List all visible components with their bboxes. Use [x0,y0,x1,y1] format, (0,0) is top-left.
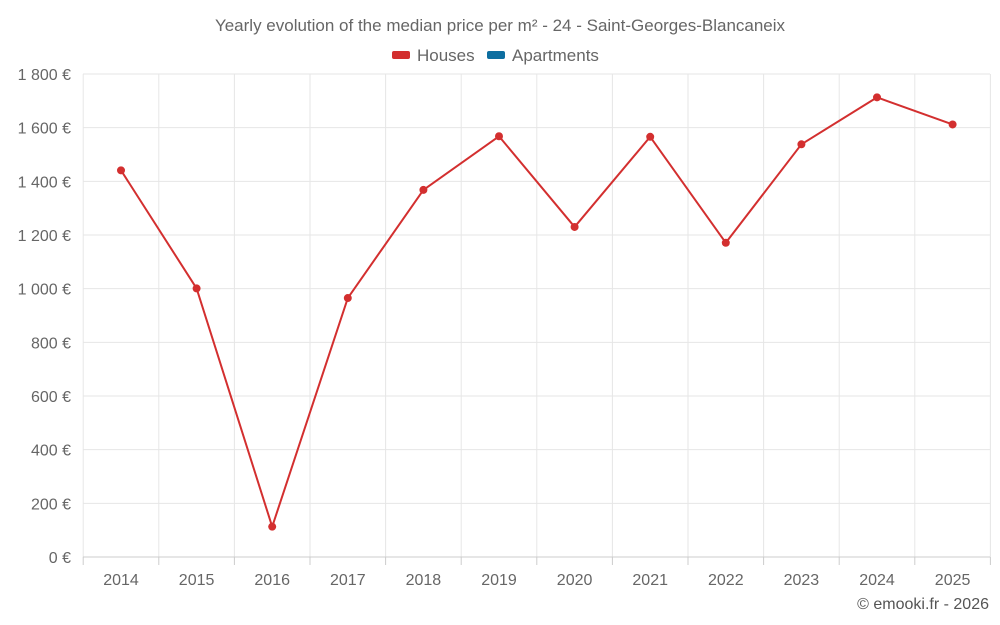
data-point-houses[interactable] [948,120,957,129]
x-axis-ticks: 2014 2015 2016 2017 2018 2019 2020 2021 2022 2023… [103,572,970,589]
x-tick-label: 2024 [859,572,895,589]
y-tick-label: 1 200 € [18,228,71,245]
x-tick-label: 2023 [784,572,820,589]
legend-label-apartments: Apartments [512,46,599,65]
y-tick-label: 1 800 € [18,67,71,84]
data-point-houses[interactable] [873,93,881,102]
data-point-houses[interactable] [721,238,730,247]
series-layer [117,93,957,531]
legend-swatch-houses [392,51,410,59]
x-tick-label: 2021 [632,572,668,589]
y-tick-label: 1 400 € [18,174,71,191]
y-tick-label: 200 € [31,496,71,513]
data-point-houses[interactable] [495,132,503,141]
y-tick-label: 0 € [49,550,71,567]
x-tick-label: 2017 [330,572,366,589]
y-tick-label: 400 € [31,443,71,460]
legend-label-houses: Houses [417,46,475,65]
legend-swatch-apartments [487,51,505,59]
y-axis-ticks: 0 € 200 € 400 € 600 € 800 € 1 000 € 1 200 € 1 4… [18,67,71,567]
x-tick-label: 2015 [179,572,215,589]
legend-item-houses[interactable]: Houses [392,46,475,65]
credit-text: © emooki.fr - 2026 [857,596,989,613]
legend: Houses Apartments [392,46,599,65]
data-point-houses[interactable] [797,140,806,149]
series-line-houses [120,96,953,528]
x-tick-label: 2022 [708,572,744,589]
x-tick-label: 2016 [254,572,290,589]
data-point-houses[interactable] [419,185,428,194]
y-tick-label: 1 600 € [18,121,71,138]
y-tick-label: 800 € [31,335,71,352]
data-point-houses[interactable] [343,294,352,303]
y-tick-label: 600 € [31,389,71,406]
x-tick-label: 2018 [406,572,442,589]
data-point-houses[interactable] [192,284,201,293]
data-point-houses[interactable] [117,166,125,175]
data-point-houses[interactable] [646,132,655,141]
x-tick-label: 2020 [557,572,593,589]
x-tick-label: 2019 [481,572,517,589]
data-point-houses[interactable] [570,222,579,231]
data-point-houses[interactable] [268,522,277,531]
x-tick-label: 2025 [935,572,971,589]
chart-title: Yearly evolution of the median price per… [215,16,786,35]
legend-item-apartments[interactable]: Apartments [487,46,599,65]
x-tick-label: 2014 [103,572,139,589]
y-tick-label: 1 000 € [18,282,71,299]
x-gridlines [82,74,991,565]
